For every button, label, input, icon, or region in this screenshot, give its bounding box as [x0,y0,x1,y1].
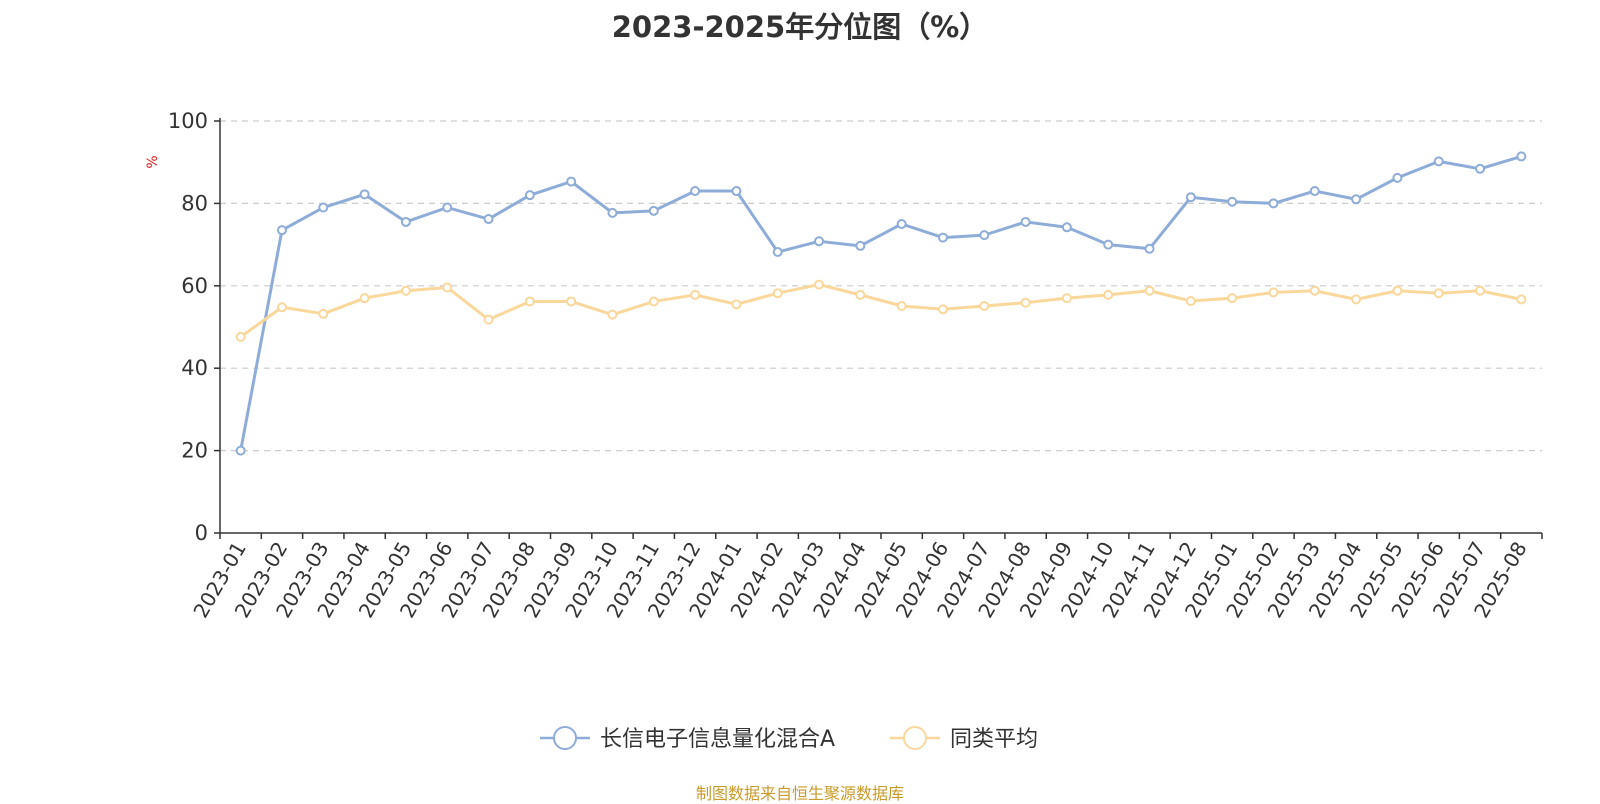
data-point [855,240,866,251]
legend-label-2: 同类平均 [950,727,1038,752]
x-axis: 2023-012023-022023-032023-042023-052023-… [188,532,1543,622]
data-point [1227,196,1238,207]
chart-title: 2023-2025年分位图（%） [611,10,989,44]
data-point [359,189,370,200]
data-point [566,296,577,307]
data-point [814,279,825,290]
data-point [1475,163,1486,174]
y-axis: 0 20 40 60 80 100 [168,109,221,545]
data-point [276,302,287,313]
data-point [607,207,618,218]
data-point [1433,288,1444,299]
data-point [1268,198,1279,209]
data-point [1185,296,1196,307]
data-point [1144,243,1155,254]
series-line-1 [239,154,1522,451]
y-tick-label: 80 [181,191,208,215]
y-tick-label: 100 [168,109,208,133]
legend-swatch-marker [903,726,927,750]
data-point [1020,297,1031,308]
y-tick-label: 60 [181,274,208,298]
data-point [731,299,742,310]
data-point [690,289,701,300]
data-point [1351,194,1362,205]
data-point [318,308,329,319]
data-point [1061,293,1072,304]
data-point [690,186,701,197]
grid-lines [220,120,1542,452]
data-point [855,289,866,300]
y-tick-label: 20 [181,439,208,463]
data-point [937,304,948,315]
data-point [1475,285,1486,296]
data-point [483,214,494,225]
data-point [1433,156,1444,167]
data-point [731,186,742,197]
data-point [1020,216,1031,227]
data-point [1185,192,1196,203]
data-point [566,176,577,187]
data-point [1103,239,1114,250]
data-point [524,296,535,307]
data-point [648,296,659,307]
y-axis-label: % [145,155,161,168]
data-point [979,300,990,311]
data-point [814,236,825,247]
data-point [235,331,246,342]
series-line-2 [239,283,1522,339]
data-point [1309,186,1320,197]
data-source-note: 制图数据来自恒生聚源数据库 [695,784,904,803]
y-tick-label: 40 [181,356,208,380]
data-point [442,282,453,293]
data-point [1144,285,1155,296]
data-point [979,230,990,241]
legend: 长信电子信息量化混合A 同类平均 [540,726,1038,752]
data-point [1392,172,1403,183]
legend-swatch-marker [553,726,577,750]
data-point [1268,287,1279,298]
data-point [1516,294,1527,305]
data-point [524,190,535,201]
data-point [276,225,287,236]
data-point [1351,294,1362,305]
legend-label-1: 长信电子信息量化混合A [600,727,835,752]
data-point [896,219,907,229]
data-point [772,288,783,299]
data-point [1103,289,1114,300]
data-point [1227,293,1238,304]
data-point [235,445,246,456]
data-point [359,293,370,304]
data-point [772,247,783,258]
data-point [607,309,618,320]
data-point [648,205,659,216]
data-point [1516,151,1527,162]
data-point [483,314,494,325]
data-point [896,300,907,311]
data-point [318,202,329,213]
y-tick-label: 0 [195,521,208,545]
series-layer [235,151,1527,456]
data-point [400,285,411,296]
data-point [1392,285,1403,296]
data-point [1061,222,1072,233]
data-point [442,202,453,213]
data-point [400,216,411,227]
data-point [1309,285,1320,296]
data-point [937,232,948,243]
